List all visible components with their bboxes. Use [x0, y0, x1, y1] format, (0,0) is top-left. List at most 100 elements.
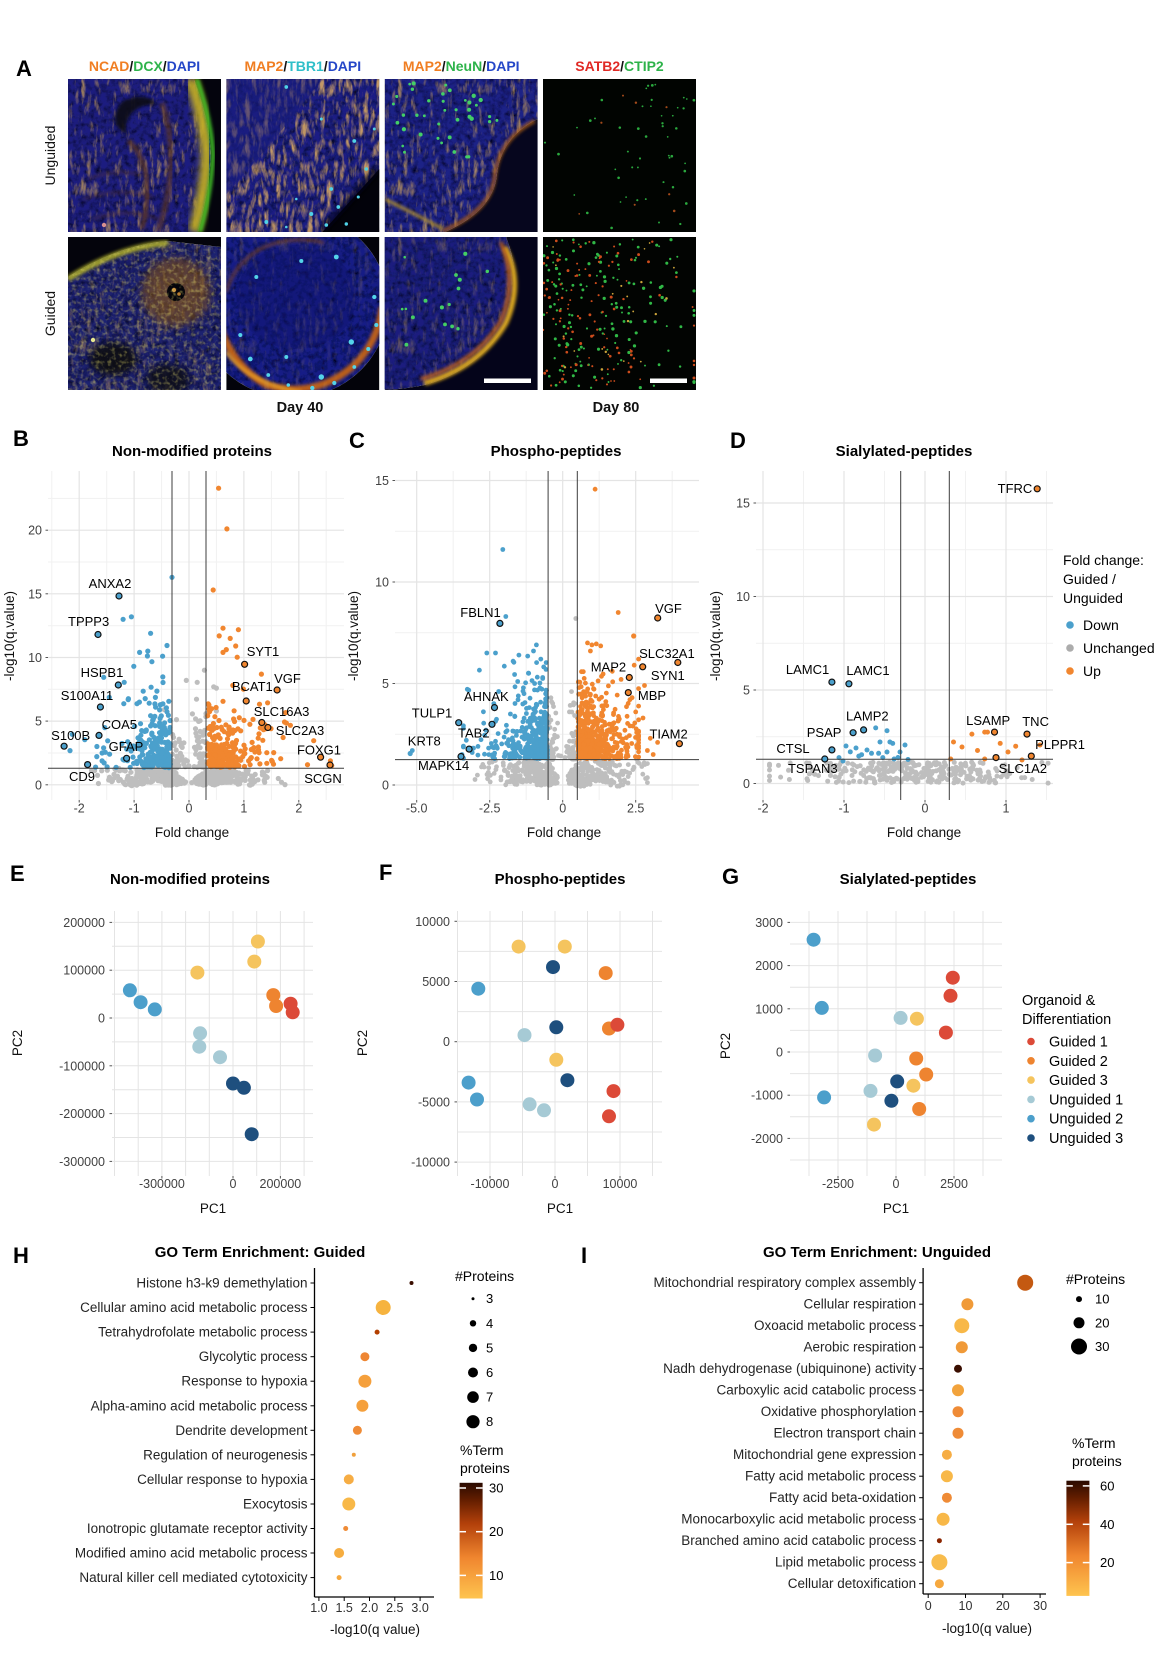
svg-text:-10000: -10000	[471, 1177, 510, 1191]
svg-text:Non-modified proteins: Non-modified proteins	[110, 871, 270, 888]
svg-text:Cellular response to hypoxia: Cellular response to hypoxia	[137, 1472, 308, 1487]
svg-text:20: 20	[1095, 1315, 1109, 1330]
svg-text:TULP1: TULP1	[412, 706, 452, 721]
svg-text:TAB2: TAB2	[458, 726, 490, 741]
svg-text:AHNAK: AHNAK	[464, 689, 509, 704]
svg-text:5000: 5000	[422, 975, 450, 989]
svg-text:40: 40	[1100, 1517, 1114, 1532]
svg-text:LAMC1: LAMC1	[786, 662, 829, 677]
svg-text:Guided 1: Guided 1	[1049, 1035, 1108, 1051]
svg-text:Unguided 2: Unguided 2	[1049, 1112, 1123, 1128]
svg-text:Guided 3: Guided 3	[1049, 1073, 1108, 1089]
svg-text:Aerobic respiration: Aerobic respiration	[804, 1340, 917, 1355]
svg-text:10000: 10000	[415, 915, 450, 929]
svg-text:I: I	[581, 1243, 587, 1268]
svg-text:F: F	[379, 860, 392, 885]
svg-text:PC2: PC2	[718, 1033, 733, 1059]
svg-text:TPPP3: TPPP3	[68, 614, 109, 629]
svg-text:-300000: -300000	[59, 1155, 105, 1169]
svg-text:PC1: PC1	[547, 1201, 573, 1216]
svg-text:TIAM2: TIAM2	[649, 726, 687, 741]
svg-text:#Proteins: #Proteins	[455, 1268, 514, 1284]
svg-text:GFAP: GFAP	[109, 739, 144, 754]
svg-text:H: H	[13, 1243, 29, 1268]
svg-text:GO Term Enrichment: Unguided: GO Term Enrichment: Unguided	[763, 1244, 991, 1261]
svg-text:0: 0	[443, 1035, 450, 1049]
svg-text:B: B	[13, 426, 29, 451]
svg-text:-5000: -5000	[418, 1095, 450, 1109]
svg-text:-1: -1	[129, 802, 140, 816]
svg-text:4: 4	[486, 1316, 493, 1331]
svg-text:Unchanged: Unchanged	[1083, 640, 1155, 656]
svg-text:PC1: PC1	[200, 1201, 226, 1216]
svg-text:Up: Up	[1083, 663, 1101, 679]
svg-text:-log10(q.value): -log10(q.value)	[708, 591, 723, 681]
svg-text:1.0: 1.0	[310, 1601, 327, 1615]
svg-text:FOXG1: FOXG1	[297, 743, 341, 758]
svg-text:COA5: COA5	[102, 717, 137, 732]
svg-text:proteins: proteins	[1072, 1453, 1122, 1469]
svg-text:Fold change: Fold change	[527, 825, 601, 840]
svg-text:8: 8	[486, 1414, 493, 1429]
svg-text:-2: -2	[757, 802, 768, 816]
svg-text:-log10(q.value): -log10(q.value)	[2, 591, 17, 681]
svg-text:SLC32A1: SLC32A1	[639, 646, 695, 661]
svg-text:SATB2/CTIP2: SATB2/CTIP2	[575, 58, 664, 74]
svg-text:0: 0	[922, 802, 929, 816]
svg-text:Fold change: Fold change	[887, 825, 961, 840]
svg-text:-10000: -10000	[411, 1156, 450, 1170]
svg-text:C: C	[349, 428, 365, 453]
svg-text:S100A11: S100A11	[61, 688, 114, 703]
svg-text:Unguided 1: Unguided 1	[1049, 1092, 1123, 1108]
svg-text:30: 30	[1095, 1339, 1109, 1354]
svg-text:#Proteins: #Proteins	[1066, 1271, 1125, 1287]
svg-text:-5.0: -5.0	[406, 802, 428, 816]
svg-text:10: 10	[28, 651, 42, 665]
svg-text:1: 1	[1003, 802, 1010, 816]
svg-text:PC2: PC2	[355, 1030, 370, 1056]
svg-text:-200000: -200000	[59, 1107, 105, 1121]
svg-text:-1000: -1000	[751, 1089, 783, 1103]
svg-text:1.5: 1.5	[336, 1601, 353, 1615]
svg-text:5: 5	[486, 1340, 493, 1355]
svg-text:MBP: MBP	[638, 688, 666, 703]
svg-text:Ionotropic glutamate receptor: Ionotropic glutamate receptor activity	[87, 1521, 308, 1536]
svg-text:PC2: PC2	[10, 1030, 25, 1056]
svg-text:Natural killer cell mediated c: Natural killer cell mediated cytotoxicit…	[79, 1570, 307, 1585]
svg-text:-2: -2	[74, 802, 85, 816]
svg-text:E: E	[10, 861, 25, 886]
svg-text:10: 10	[1095, 1292, 1109, 1307]
svg-text:KRT8: KRT8	[408, 734, 441, 749]
svg-text:Cellular amino acid metabolic: Cellular amino acid metabolic process	[80, 1300, 308, 1315]
svg-text:-log10(q value): -log10(q value)	[942, 1621, 1032, 1636]
svg-text:-300000: -300000	[139, 1177, 185, 1191]
svg-text:PC1: PC1	[883, 1201, 909, 1216]
svg-text:10000: 10000	[603, 1177, 638, 1191]
svg-text:0: 0	[893, 1177, 900, 1191]
svg-text:Lipid metabolic process: Lipid metabolic process	[775, 1555, 916, 1570]
svg-text:SCGN: SCGN	[304, 771, 342, 786]
svg-text:20: 20	[489, 1524, 503, 1539]
svg-text:Differentiation: Differentiation	[1022, 1012, 1111, 1028]
svg-text:PLPPR1: PLPPR1	[1035, 737, 1085, 752]
svg-text:30: 30	[1033, 1599, 1047, 1613]
svg-text:15: 15	[28, 587, 42, 601]
svg-text:0: 0	[776, 1046, 783, 1060]
svg-text:2500: 2500	[940, 1177, 968, 1191]
svg-text:15: 15	[375, 474, 389, 488]
svg-text:1000: 1000	[755, 1002, 783, 1016]
svg-text:-log10(q value): -log10(q value)	[330, 1622, 420, 1637]
svg-text:Sialylated-peptides: Sialylated-peptides	[836, 443, 973, 460]
svg-text:6: 6	[486, 1365, 493, 1380]
svg-text:MAP2: MAP2	[591, 660, 626, 675]
svg-text:Unguided: Unguided	[42, 126, 58, 186]
svg-text:20: 20	[996, 1599, 1010, 1613]
svg-text:2.5: 2.5	[386, 1601, 403, 1615]
svg-text:0: 0	[98, 1012, 105, 1026]
svg-text:2.0: 2.0	[361, 1601, 378, 1615]
svg-text:Non-modified proteins: Non-modified proteins	[112, 443, 272, 460]
svg-text:10: 10	[375, 576, 389, 590]
svg-text:Mitochondrial respiratory comp: Mitochondrial respiratory complex assemb…	[653, 1275, 916, 1290]
svg-text:3: 3	[486, 1291, 493, 1306]
svg-text:5: 5	[382, 677, 389, 691]
